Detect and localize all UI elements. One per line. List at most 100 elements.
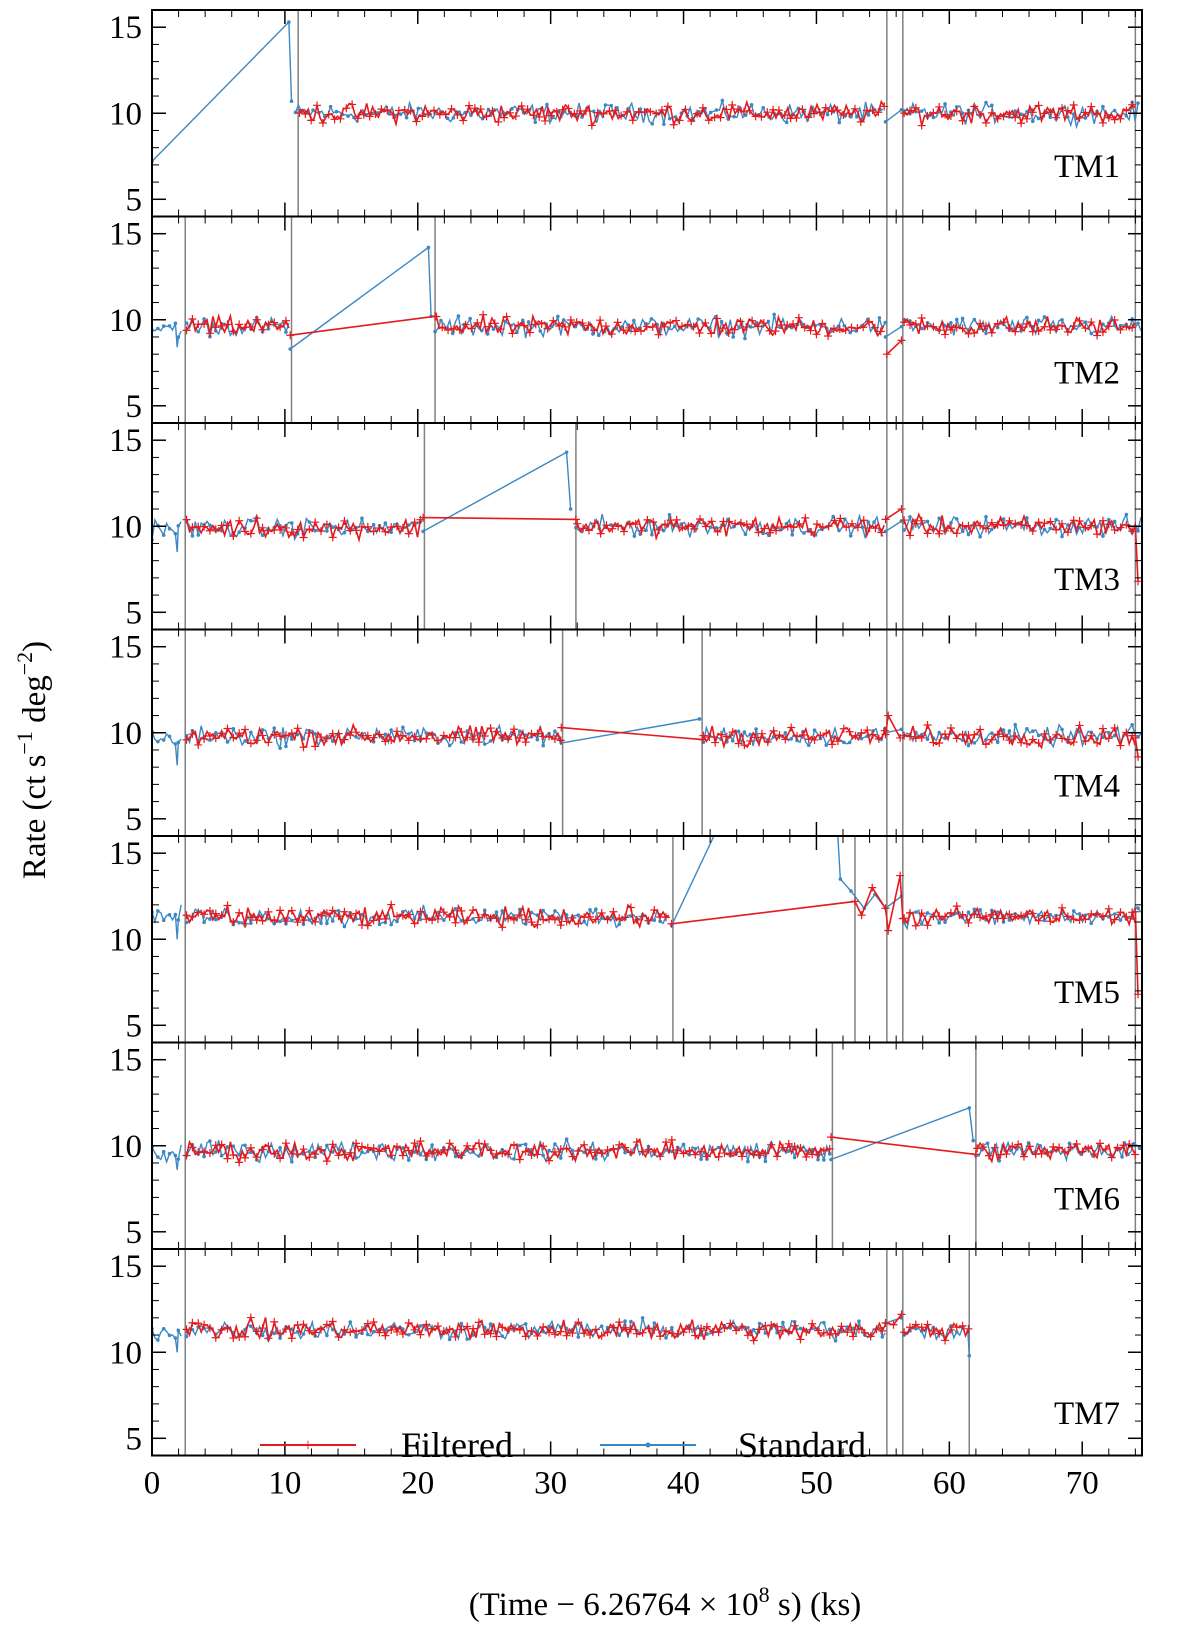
x-tick-label: 10 (268, 1466, 301, 1502)
filtered-point (637, 326, 646, 335)
standard-point (925, 519, 930, 524)
filtered-point (738, 1322, 747, 1331)
filtered-point (200, 1320, 209, 1329)
filtered-point (929, 108, 938, 117)
filtered-point (504, 735, 513, 744)
filtered-point (324, 110, 333, 119)
filtered-point (675, 116, 684, 125)
standard-point (1118, 918, 1123, 923)
standard-point (693, 1147, 698, 1151)
standard-point (736, 729, 741, 734)
standard-point (1036, 733, 1041, 738)
filtered-point (970, 521, 979, 530)
standard-point (161, 918, 166, 923)
filtered-point (964, 329, 973, 338)
standard-point (1118, 323, 1123, 328)
filtered-point (783, 522, 792, 531)
filtered-point (217, 729, 226, 738)
standard-point (416, 106, 421, 111)
filtered-point (677, 322, 686, 331)
panel-plot-area (152, 629, 1142, 836)
filtered-point (357, 1142, 366, 1151)
filtered-point (755, 1151, 764, 1160)
standard-point (366, 1332, 370, 1337)
filtered-point (1116, 741, 1125, 750)
standard-point (360, 516, 364, 521)
filtered-point (509, 1324, 518, 1333)
filtered-point (679, 1328, 688, 1337)
filtered-point (801, 513, 810, 522)
filtered-point (453, 110, 462, 119)
filtered-point (428, 916, 437, 925)
filtered-point (404, 529, 413, 538)
filtered-point (375, 1147, 384, 1156)
filtered-point (1046, 108, 1055, 117)
standard-point (728, 1326, 733, 1330)
filtered-point (929, 322, 938, 331)
standard-point (330, 739, 335, 743)
standard-point (960, 529, 965, 534)
filtered-point (987, 518, 996, 527)
panel-label: TM4 (1054, 769, 1120, 805)
filtered-point (246, 529, 255, 538)
filtered-point (1052, 914, 1061, 923)
filtered-point (428, 1324, 437, 1333)
standard-point (1060, 534, 1064, 539)
filtered-point (843, 1328, 852, 1337)
standard-point (334, 109, 339, 114)
filtered-point (857, 911, 866, 920)
filtered-point (1066, 1143, 1075, 1152)
filtered-point (881, 730, 890, 739)
standard-point (330, 525, 335, 530)
filtered-point (923, 1320, 932, 1329)
filtered-point (1110, 724, 1119, 733)
filtered-point (1075, 316, 1084, 325)
standard-point (289, 918, 294, 923)
filtered-point (1005, 110, 1014, 119)
filtered-point (905, 106, 914, 115)
standard-point (395, 919, 399, 924)
filtered-point (520, 321, 529, 330)
standard-point (173, 1336, 178, 1340)
standard-point (482, 908, 487, 913)
filtered-point (923, 111, 932, 120)
standard-point (558, 1156, 563, 1160)
filtered-point (301, 110, 310, 119)
filtered-point (822, 729, 831, 738)
filtered-point (480, 1140, 489, 1149)
filtered-point (784, 1327, 793, 1336)
standard-point (213, 917, 218, 922)
filtered-point (1134, 752, 1142, 761)
filtered-point (252, 315, 261, 324)
filtered-point (615, 1318, 624, 1327)
x-axis-title-unit: s) (ks) (770, 1587, 862, 1623)
standard-point (284, 330, 288, 334)
filtered-point (900, 318, 909, 327)
filtered-point (359, 110, 368, 119)
filtered-point (369, 1144, 378, 1153)
standard-point (626, 106, 631, 111)
filtered-point (1119, 1141, 1128, 1150)
filtered-point (488, 106, 497, 115)
filtered-point (1060, 1147, 1069, 1156)
filtered-point (699, 731, 708, 740)
filtered-point (685, 1325, 694, 1334)
standard-point (1120, 1155, 1124, 1159)
filtered-point (393, 522, 402, 531)
filtered-point (270, 318, 279, 327)
filtered-point (469, 735, 478, 744)
standard-point (883, 335, 888, 339)
filtered-point (1052, 113, 1061, 122)
filtered-point (746, 736, 755, 745)
filtered-point (416, 1330, 425, 1339)
filtered-point (742, 322, 751, 331)
filtered-series-line (671, 875, 904, 931)
standard-point (167, 324, 172, 328)
standard-point (167, 912, 172, 917)
filtered-point (1104, 734, 1113, 743)
standard-point (190, 534, 195, 538)
filtered-point (987, 108, 996, 117)
filtered-point (761, 1321, 770, 1330)
standard-point (500, 909, 505, 913)
standard-point (582, 919, 586, 924)
